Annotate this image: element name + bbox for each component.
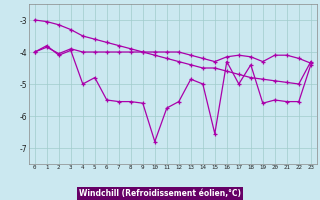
- Text: Windchill (Refroidissement éolien,°C): Windchill (Refroidissement éolien,°C): [79, 189, 241, 198]
